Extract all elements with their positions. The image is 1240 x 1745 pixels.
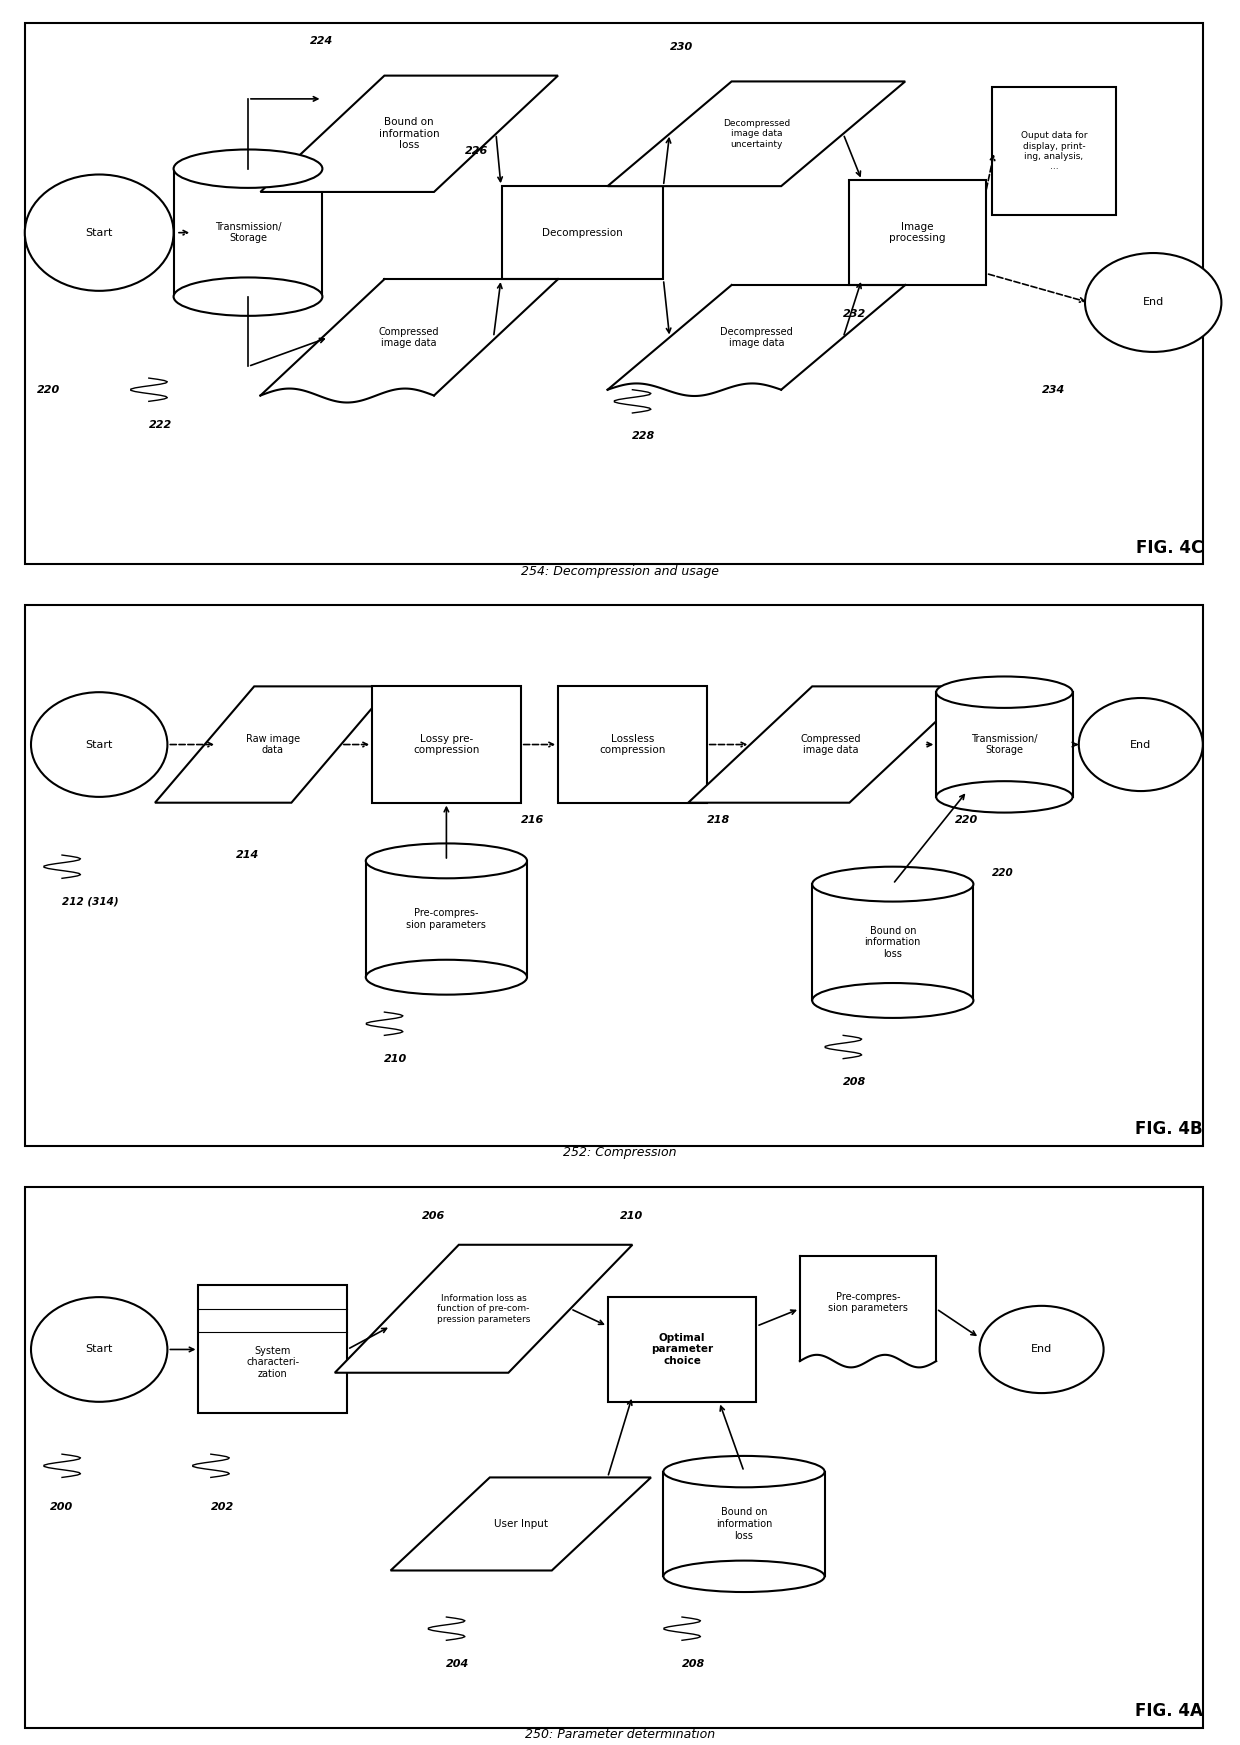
Bar <box>936 693 1073 797</box>
Polygon shape <box>608 82 905 187</box>
Text: System
characteri-
zation: System characteri- zation <box>247 1345 299 1379</box>
Text: Bound on
information
loss: Bound on information loss <box>379 117 439 150</box>
Text: 226: 226 <box>465 147 489 157</box>
Bar <box>663 1471 825 1576</box>
Text: 208: 208 <box>843 1077 867 1087</box>
Ellipse shape <box>31 1297 167 1401</box>
Text: 212 (314): 212 (314) <box>62 897 119 907</box>
Text: 208: 208 <box>682 1658 706 1668</box>
Polygon shape <box>608 284 905 396</box>
Text: 218: 218 <box>707 815 730 825</box>
Ellipse shape <box>366 960 527 995</box>
Polygon shape <box>155 686 391 803</box>
Text: 216: 216 <box>521 815 544 825</box>
Bar <box>198 1286 347 1413</box>
Ellipse shape <box>1085 253 1221 352</box>
Text: Bound on
information
loss: Bound on information loss <box>864 925 921 960</box>
Text: Decompressed
image data
uncertainty: Decompressed image data uncertainty <box>723 119 790 148</box>
Text: 234: 234 <box>1042 384 1065 394</box>
Ellipse shape <box>25 174 174 291</box>
Text: User Input: User Input <box>494 1518 548 1529</box>
Text: Compressed
image data: Compressed image data <box>379 326 439 349</box>
Text: 254: Decompression and usage: 254: Decompression and usage <box>521 565 719 578</box>
Polygon shape <box>260 279 558 403</box>
Text: End: End <box>1130 740 1152 750</box>
Bar <box>502 187 663 279</box>
Ellipse shape <box>812 982 973 1017</box>
Bar <box>849 180 986 284</box>
Text: Start: Start <box>86 740 113 750</box>
Ellipse shape <box>936 677 1073 708</box>
Text: Bound on
information
loss: Bound on information loss <box>715 1508 773 1541</box>
Text: Pre-compres-
sion parameters: Pre-compres- sion parameters <box>407 907 486 930</box>
Ellipse shape <box>366 843 527 878</box>
Ellipse shape <box>980 1305 1104 1393</box>
Text: End: End <box>1030 1344 1053 1354</box>
Ellipse shape <box>812 867 973 902</box>
Text: 220: 220 <box>992 867 1014 878</box>
Text: 220: 220 <box>955 815 978 825</box>
Ellipse shape <box>31 693 167 797</box>
Polygon shape <box>800 1256 936 1368</box>
Ellipse shape <box>663 1560 825 1591</box>
Text: 206: 206 <box>422 1211 445 1222</box>
Text: 252: Compression: 252: Compression <box>563 1146 677 1159</box>
Polygon shape <box>688 686 973 803</box>
Bar <box>992 87 1116 215</box>
Text: 228: 228 <box>632 431 656 441</box>
Text: 202: 202 <box>211 1501 234 1511</box>
Bar <box>608 1297 756 1401</box>
Text: Ouput data for
display, print-
ing, analysis,
...: Ouput data for display, print- ing, anal… <box>1021 131 1087 171</box>
Text: 230: 230 <box>670 42 693 52</box>
Text: Lossy pre-
compression: Lossy pre- compression <box>413 733 480 756</box>
Text: Raw image
data: Raw image data <box>246 733 300 756</box>
Text: FIG. 4C: FIG. 4C <box>1136 539 1203 557</box>
Bar <box>366 860 527 977</box>
Text: Pre-compres-
sion parameters: Pre-compres- sion parameters <box>828 1291 908 1314</box>
Polygon shape <box>335 1244 632 1373</box>
Bar <box>558 686 707 803</box>
Bar <box>372 686 521 803</box>
Bar <box>812 885 973 1000</box>
Text: Transmission/
Storage: Transmission/ Storage <box>215 222 281 244</box>
Text: 250: Parameter determination: 250: Parameter determination <box>525 1728 715 1742</box>
Bar <box>174 169 322 297</box>
Text: Start: Start <box>86 1344 113 1354</box>
Ellipse shape <box>1079 698 1203 790</box>
Text: Decompression: Decompression <box>542 227 624 237</box>
Text: Transmission/
Storage: Transmission/ Storage <box>971 733 1038 756</box>
Text: Information loss as
function of pre-com-
pression parameters: Information loss as function of pre-com-… <box>436 1293 531 1324</box>
Polygon shape <box>391 1478 651 1570</box>
Text: 220: 220 <box>37 384 61 394</box>
Ellipse shape <box>663 1455 825 1487</box>
Text: FIG. 4A: FIG. 4A <box>1135 1701 1203 1721</box>
Ellipse shape <box>174 277 322 316</box>
Text: 232: 232 <box>843 309 867 319</box>
Text: 224: 224 <box>310 35 334 45</box>
Text: 204: 204 <box>446 1658 470 1668</box>
Text: Decompressed
image data: Decompressed image data <box>720 326 792 349</box>
Ellipse shape <box>174 150 322 188</box>
Text: Lossless
compression: Lossless compression <box>599 733 666 756</box>
Text: Image
processing: Image processing <box>889 222 946 244</box>
Text: 210: 210 <box>384 1054 408 1064</box>
Text: 222: 222 <box>149 419 172 429</box>
Text: Start: Start <box>86 227 113 237</box>
Text: FIG. 4B: FIG. 4B <box>1135 1120 1203 1138</box>
Text: Optimal
parameter
choice: Optimal parameter choice <box>651 1333 713 1366</box>
Text: 210: 210 <box>620 1211 644 1222</box>
Text: 200: 200 <box>50 1501 73 1511</box>
Text: End: End <box>1142 297 1164 307</box>
Text: Compressed
image data: Compressed image data <box>801 733 861 756</box>
Ellipse shape <box>936 782 1073 813</box>
Polygon shape <box>260 75 558 192</box>
Text: 214: 214 <box>236 850 259 860</box>
